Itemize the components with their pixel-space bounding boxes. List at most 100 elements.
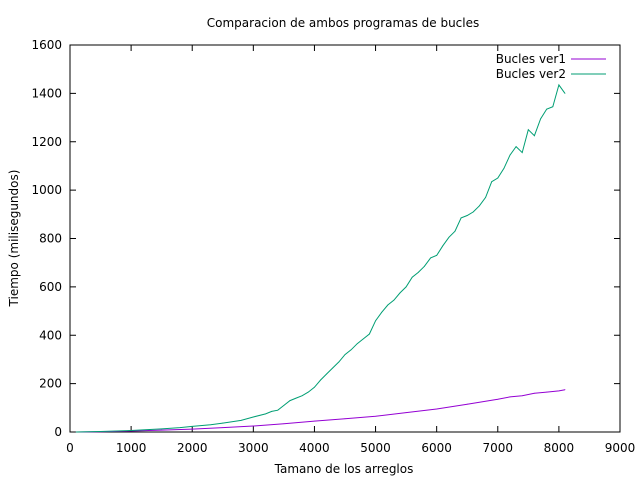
data-point [485,196,486,198]
data-point [540,118,541,120]
x-tick-label: 6000 [421,441,452,455]
data-point [509,396,511,398]
legend-label: Bucles ver1 [496,52,566,66]
data-point [326,373,328,375]
data-point [100,431,101,432]
data-point [301,395,303,397]
y-tick-label: 0 [54,425,62,439]
data-point [466,215,468,216]
x-tick-label: 0 [66,441,74,455]
data-point [375,320,376,322]
data-point [497,177,499,179]
series-2 [75,83,566,433]
data-point [430,257,431,259]
data-point [424,265,425,267]
data-point [320,379,321,381]
y-tick-label: 800 [39,232,62,246]
data-point [295,397,297,399]
data-point [534,392,535,394]
data-point [369,333,370,335]
data-point [405,286,407,288]
y-tick-label: 1400 [31,86,62,100]
data-point [338,361,340,363]
data-point [283,423,285,425]
data-point [393,299,395,301]
data-point [265,413,266,415]
y-tick-label: 600 [39,280,62,294]
data-point [191,428,193,430]
data-point [252,416,254,418]
y-tick-label: 1200 [31,135,62,149]
series-line [76,389,566,433]
data-point [344,418,346,420]
series-line [76,83,566,433]
data-point [350,349,352,351]
data-point [546,391,548,393]
data-point [564,389,566,391]
data-point [546,108,548,110]
data-point [521,152,523,154]
data-point [460,217,462,219]
series-layer [75,83,566,433]
data-point [252,425,254,427]
data-point [387,304,389,306]
data-point [179,427,181,429]
data-point [417,271,419,273]
data-point [436,408,438,410]
data-point [472,211,474,213]
data-point [466,403,468,405]
data-point [503,167,505,169]
x-tick-label: 7000 [483,441,514,455]
x-tick-label: 3000 [238,441,269,455]
x-tick-label: 5000 [360,441,391,455]
data-point [399,292,401,294]
data-point [381,311,383,313]
y-tick-label: 1000 [31,183,62,197]
data-point [405,412,407,414]
data-point [564,92,566,94]
data-point [411,276,413,278]
data-point [515,146,517,147]
data-point [375,415,376,417]
data-point [356,343,358,345]
data-point [222,427,224,429]
series-1 [75,389,566,433]
data-point [527,129,529,131]
y-tick-label: 200 [39,377,62,391]
data-point [289,400,291,401]
legend-label: Bucles ver2 [496,67,566,81]
data-point [362,338,364,340]
data-point [307,391,309,393]
data-point [448,236,450,238]
data-point [277,409,279,411]
data-point [534,135,535,137]
x-tick-label: 4000 [299,441,330,455]
data-point [130,430,132,431]
data-point [240,419,242,421]
x-tick-label: 1000 [116,441,147,455]
data-point [332,367,334,369]
data-point [491,181,493,183]
data-point [479,205,480,207]
data-point [442,245,444,247]
data-point [558,390,560,392]
data-point [314,386,315,388]
y-tick-label: 1600 [31,38,62,52]
x-axis-label: Tamano de los arreglos [274,462,414,476]
chart-title: Comparacion de ambos programas de bucles [207,16,480,30]
data-point [509,154,511,156]
data-point [222,422,224,424]
data-point [191,426,193,427]
x-tick-label: 9000 [605,441,636,455]
data-point [497,398,499,400]
data-point [436,255,438,256]
data-point [75,431,77,433]
data-point [521,395,523,397]
data-point [161,429,163,431]
data-point [454,230,456,232]
data-point [271,411,273,412]
plot-area-border [69,44,621,433]
